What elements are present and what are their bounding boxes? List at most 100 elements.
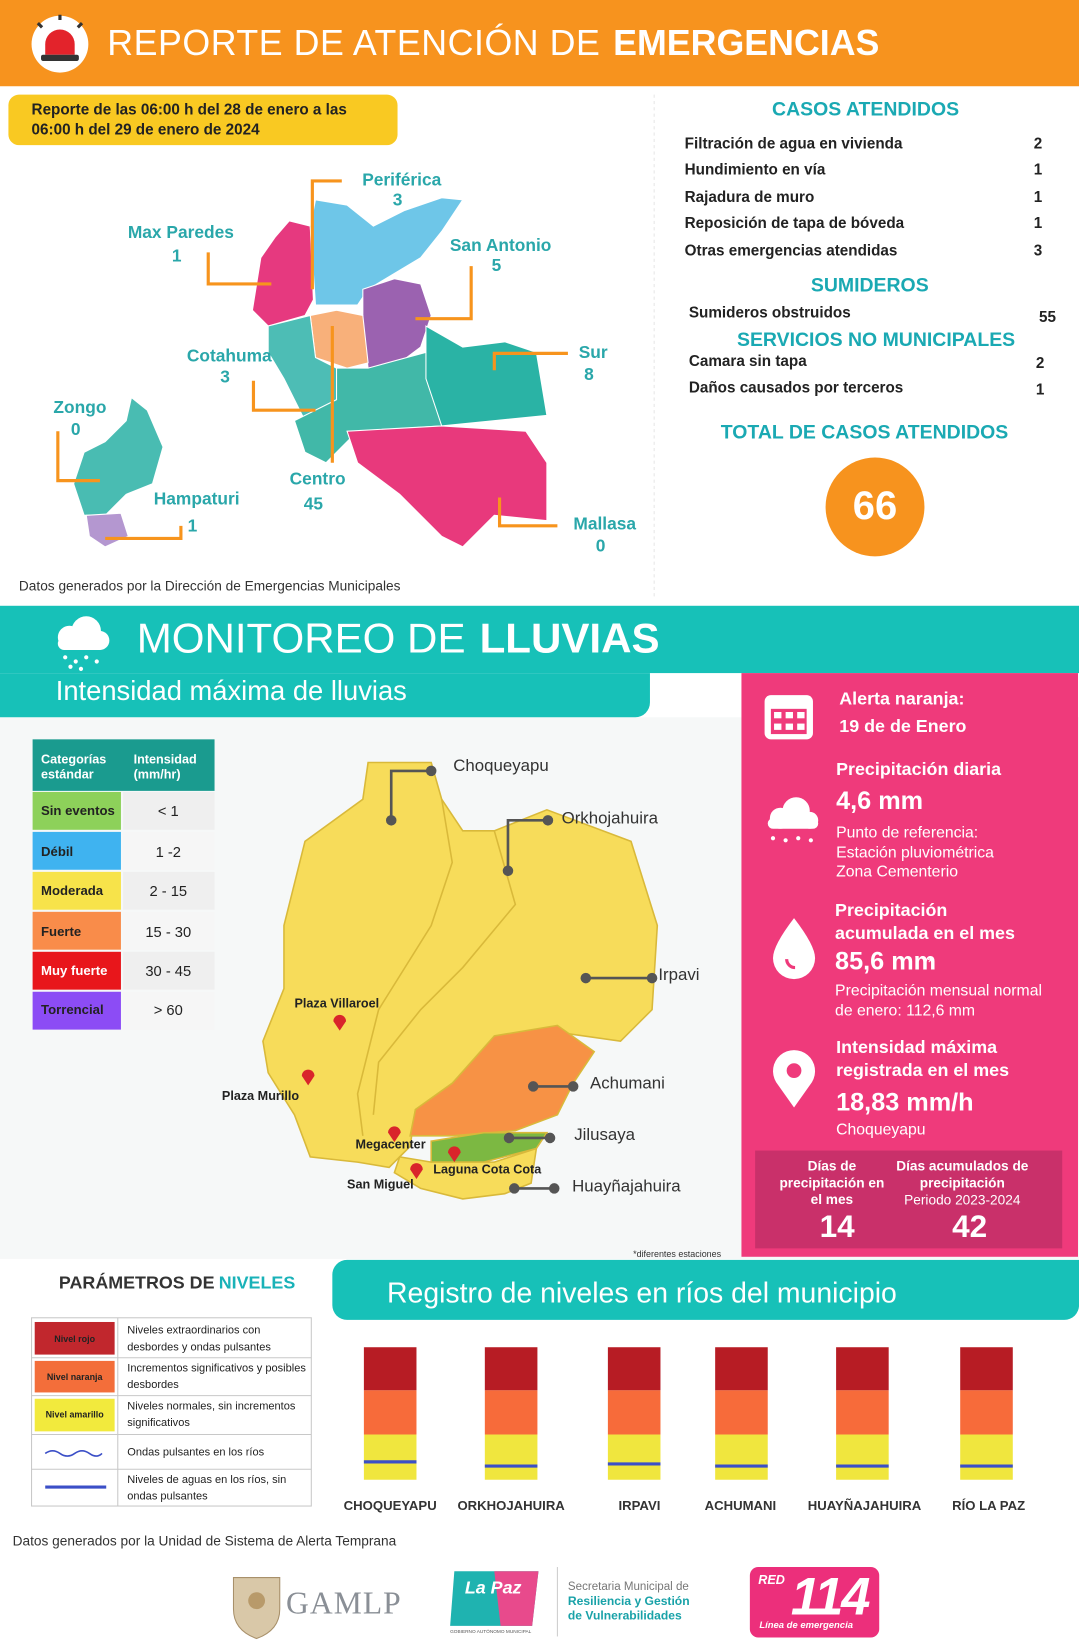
- header-bar: [0, 0, 1079, 87]
- category-label: Torrencial: [41, 1002, 104, 1017]
- level-label: Nivel rojo: [54, 1333, 96, 1345]
- rivers-title: Registro de niveles en ríos del municipi…: [387, 1277, 897, 1309]
- case-label: Reposición de tapa de bóveda: [684, 215, 905, 233]
- metric-value: 85,6 mm: [835, 947, 937, 976]
- section-title: SUMIDEROS: [810, 273, 929, 296]
- metric-place: Choqueyapu: [836, 1120, 926, 1139]
- river-name: ORKHOJAHUIRA: [457, 1498, 565, 1514]
- intensity-range: 2 - 15: [149, 882, 188, 900]
- zone-count: 1: [187, 516, 198, 536]
- case-count: 3: [1033, 242, 1043, 260]
- level-label: Nivel amarillo: [45, 1409, 104, 1420]
- drop-icon: [772, 918, 816, 980]
- normal-note: Precipitación mensual normal de enero: 1…: [835, 981, 1042, 1020]
- total-value: 66: [852, 484, 898, 529]
- total-circle: [825, 457, 925, 557]
- level-label: Nivel naranja: [46, 1371, 103, 1382]
- category-label: Sin eventos: [41, 803, 115, 819]
- case-count: 55: [1039, 309, 1056, 327]
- zone-count: 0: [595, 536, 606, 556]
- logo-text: GAMLP: [286, 1585, 402, 1621]
- zone-count: 45: [303, 494, 324, 514]
- case-count: 2: [1033, 135, 1043, 153]
- basin-label: Huayñajahuira: [572, 1177, 681, 1196]
- level-description: Niveles de aguas en los ríos, sin ondas …: [127, 1473, 287, 1503]
- metric-value: 4,6 mm: [836, 786, 924, 816]
- zone-count: 3: [392, 190, 403, 210]
- basin-label: Jilusaya: [574, 1126, 636, 1145]
- zone-count: 3: [220, 367, 230, 387]
- total-title: TOTAL DE CASOS ATENDIDOS: [720, 420, 1009, 443]
- basin-label: Irpavi: [658, 966, 700, 985]
- level-swatch: [34, 1321, 115, 1355]
- zone-name: Periférica: [362, 170, 442, 190]
- zone-leaders: [56, 179, 568, 541]
- logo-text: de Vulnerabilidades: [567, 1610, 682, 1623]
- case-label: Sumideros obstruidos: [688, 304, 851, 322]
- title-bold: EMERGENCIAS: [613, 23, 880, 64]
- river-name: RÍO LA PAZ: [952, 1498, 1026, 1514]
- case-count: 1: [1033, 161, 1043, 179]
- lapaz-logo-part: [494, 1571, 539, 1626]
- place-label: Laguna Cota Cota: [433, 1162, 542, 1177]
- legend-table: [32, 739, 215, 1030]
- reference: Punto de referencia: Estación pluviométr…: [836, 823, 994, 881]
- zone-count: 8: [584, 365, 594, 385]
- basin-dots: [385, 765, 658, 1194]
- case-label: Rajadura de muro: [684, 189, 815, 207]
- intensity-range: 1 -2: [155, 843, 181, 861]
- place-label: Plaza Villaroel: [294, 995, 380, 1011]
- category-label: Débil: [41, 844, 74, 860]
- river-name: ACHUMANI: [704, 1498, 777, 1514]
- place-pins: [301, 1014, 461, 1179]
- zone-count: 1: [171, 246, 182, 266]
- case-label: Hundimiento en vía: [684, 161, 826, 179]
- zone-name: San Antonio: [449, 236, 552, 256]
- section-title: SERVICIOS NO MUNICIPALES: [736, 328, 1016, 351]
- basin-leaders: [389, 769, 653, 1190]
- zone-name: Hampaturi: [153, 489, 240, 509]
- source-note: Datos generados por la Unidad de Sistema…: [12, 1532, 397, 1549]
- logo-text: La Paz: [464, 1577, 522, 1598]
- cloud-icon: [767, 797, 819, 843]
- intensity-range: 30 - 45: [145, 962, 192, 980]
- zone-count: 5: [491, 256, 502, 276]
- level-description: Incrementos significativos y posibles de…: [127, 1361, 306, 1392]
- level-swatch: [34, 1360, 115, 1393]
- logo-text: Resiliencia y Gestión: [567, 1595, 690, 1609]
- table-header: Categorías estándar: [41, 751, 107, 782]
- case-label: Daños causados por terceros: [688, 379, 904, 397]
- place-label: Megacenter: [355, 1136, 426, 1152]
- basin-map: [262, 761, 659, 1200]
- days-label: Días acumulados de precipitación: [896, 1157, 1029, 1191]
- case-label: Otras emergencias atendidas: [684, 242, 898, 260]
- intensity-range: > 60: [153, 1001, 183, 1019]
- days-period: Periodo 2023-2024: [904, 1192, 1021, 1208]
- basin-label: Orkhojahuira: [561, 809, 658, 828]
- days-value: 42: [952, 1209, 988, 1245]
- basin-label: Choqueyapu: [453, 757, 549, 776]
- case-count: 1: [1033, 189, 1043, 207]
- level-swatch: [34, 1398, 115, 1432]
- logo-text: Línea de emergencia: [759, 1619, 853, 1631]
- pin-hole: [786, 1063, 802, 1078]
- footnote: *diferentes estaciones: [633, 1248, 722, 1259]
- alert-date: 19 de de Enero: [839, 716, 967, 737]
- footnote-mark: *: [927, 954, 933, 971]
- drop-shine: [785, 958, 796, 970]
- case-label: Camara sin tapa: [688, 353, 807, 371]
- levels-title: PARÁMETROS DE: [58, 1272, 215, 1293]
- level-description: Ondas pulsantes en los ríos: [127, 1446, 265, 1459]
- zone-name: Mallasa: [573, 514, 637, 534]
- case-count: 1: [1033, 215, 1043, 233]
- logo-text: 114: [790, 1567, 871, 1626]
- title: REPORTE DE ATENCIÓN DE: [107, 23, 601, 64]
- case-count: 2: [1035, 355, 1045, 373]
- place-label: San Miguel: [347, 1176, 414, 1192]
- source-note: Datos generados por la Dirección de Emer…: [18, 577, 401, 594]
- logo-text: Secretaria Municipal de: [567, 1580, 689, 1594]
- rain-icon: [57, 616, 110, 671]
- rain-band: [0, 605, 1079, 674]
